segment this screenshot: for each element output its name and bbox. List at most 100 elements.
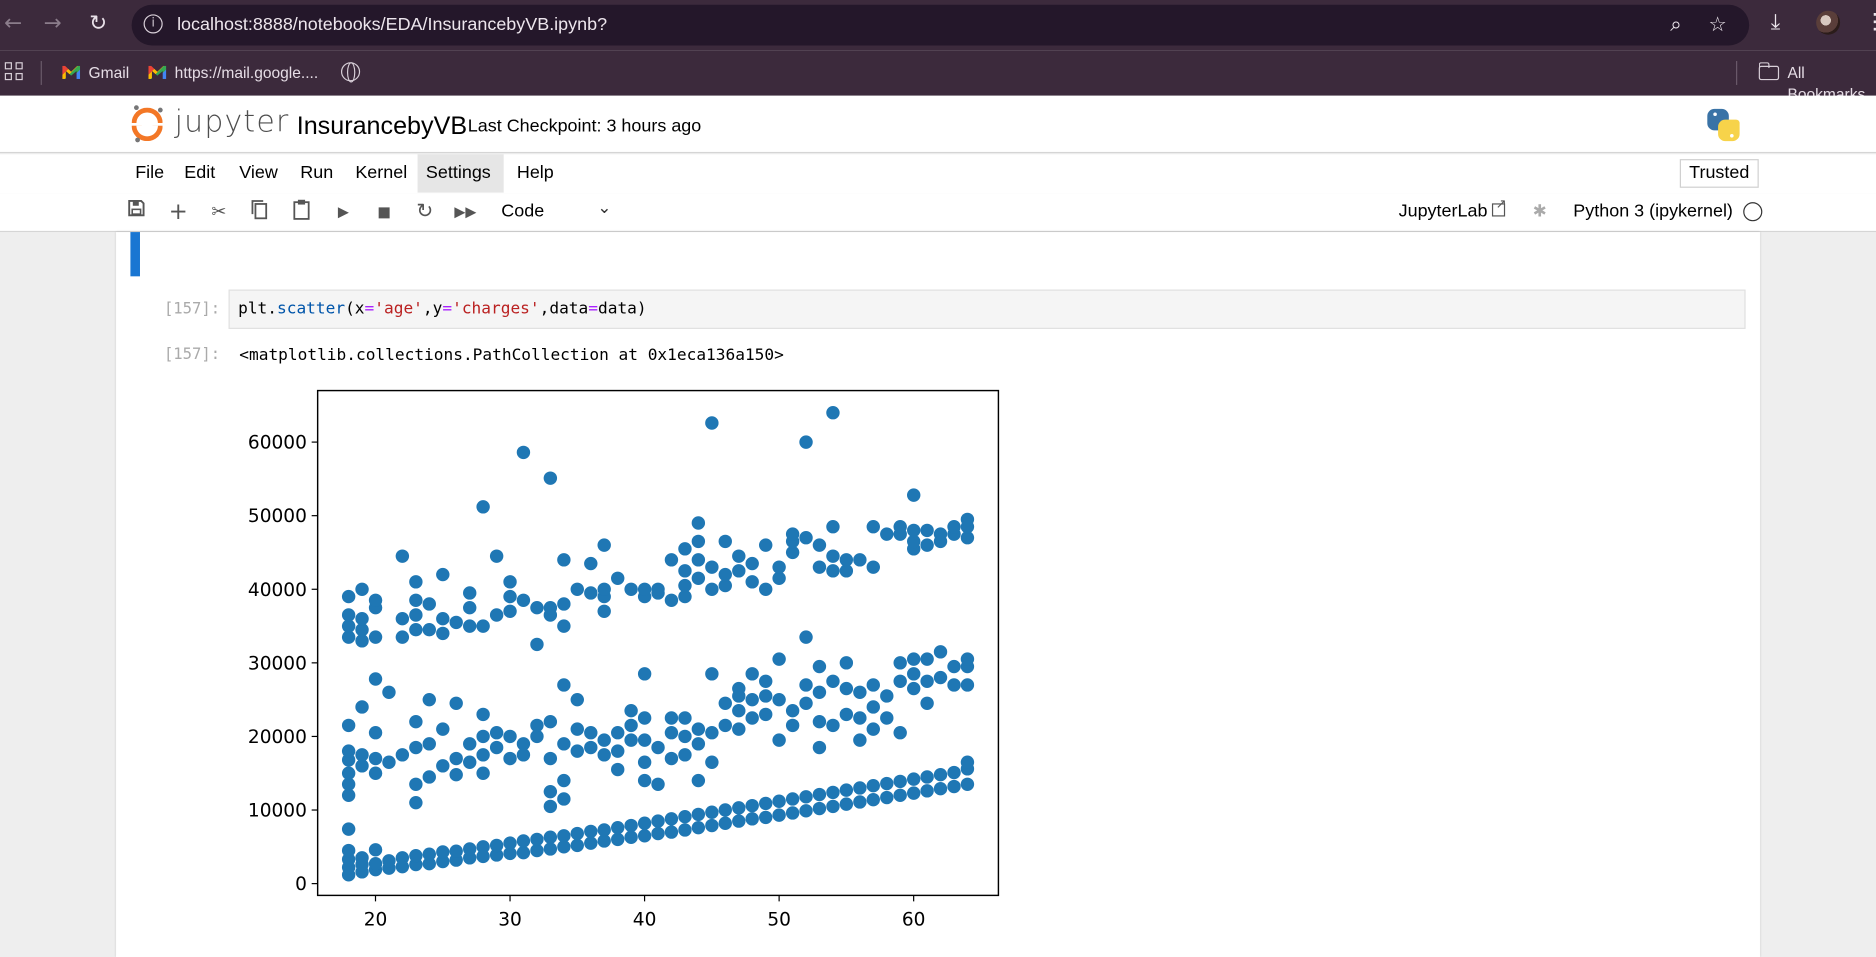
cell-type-select[interactable]: Code ⌄	[501, 199, 611, 225]
jupyter-logo-icon[interactable]	[131, 105, 166, 143]
output-text: <matplotlib.collections.PathCollection a…	[239, 345, 784, 365]
reload-icon[interactable]: ↻	[89, 10, 108, 36]
menu-edit[interactable]: Edit	[184, 162, 216, 184]
scatter-point	[947, 779, 961, 794]
url-text[interactable]: localhost:8888/notebooks/EDA/Insuranceby…	[177, 14, 608, 35]
scatter-point	[759, 707, 773, 722]
scatter-point	[880, 689, 894, 703]
stop-icon[interactable]: ■	[377, 203, 391, 221]
bookmark-mail-google[interactable]: https://mail.google....	[148, 62, 319, 84]
bookmark-gmail[interactable]: Gmail	[62, 62, 130, 84]
scatter-point	[785, 527, 800, 541]
apps-grid-icon[interactable]	[4, 62, 24, 81]
code-cell-input[interactable]: plt.scatter(x='age',y='charges',data=dat…	[228, 289, 1746, 329]
scatter-point	[341, 788, 356, 802]
debugger-icon[interactable]: ✱	[1532, 202, 1547, 222]
avatar[interactable]	[1816, 10, 1841, 35]
scatter-point	[705, 560, 719, 574]
menu-kernel[interactable]: Kernel	[355, 162, 408, 184]
scatter-point	[409, 575, 423, 589]
jupyterlab-link[interactable]: JupyterLab	[1399, 196, 1507, 221]
y-tick-label: 30000	[248, 653, 307, 674]
scatter-point	[449, 696, 463, 710]
scatter-point	[772, 808, 786, 822]
scatter-point	[409, 714, 423, 729]
scatter-point	[799, 678, 813, 692]
address-bar[interactable]: i localhost:8888/notebooks/EDA/Insurance…	[131, 4, 1750, 46]
scatter-point	[543, 751, 558, 766]
scatter-point	[812, 787, 827, 802]
scatter-point	[651, 740, 665, 755]
input-prompt: [157]:	[163, 300, 221, 319]
notebook-title[interactable]: InsurancebyVB	[296, 112, 468, 140]
trusted-indicator[interactable]: Trusted	[1679, 159, 1759, 188]
scatter-point	[584, 740, 598, 755]
scatter-point	[584, 556, 598, 571]
scatter-point	[853, 685, 867, 699]
scatter-point	[476, 766, 490, 780]
scatter-point	[933, 670, 948, 685]
run-icon[interactable]: ▶	[337, 203, 349, 221]
bookmark-star-icon[interactable]: ☆	[1708, 13, 1727, 38]
scatter-point	[705, 805, 719, 819]
menu-settings[interactable]: Settings	[417, 154, 504, 193]
scatter-point	[584, 726, 598, 740]
scatter-point	[866, 560, 880, 574]
scatter-point	[503, 729, 517, 744]
scatter-point	[866, 520, 880, 534]
run-all-icon[interactable]: ▶▶	[454, 203, 477, 221]
scatter-point	[597, 604, 611, 618]
site-info-icon[interactable]: i	[143, 14, 163, 34]
cut-icon[interactable]: ✂	[211, 200, 227, 223]
scatter-point	[382, 854, 396, 868]
scatter-point	[557, 792, 571, 806]
scatter-point	[785, 792, 800, 806]
forward-icon[interactable]: →	[43, 10, 62, 36]
zoom-icon[interactable]: ⌕	[1670, 13, 1682, 38]
scatter-point	[489, 740, 504, 755]
paste-icon[interactable]	[288, 199, 314, 225]
scatter-point	[341, 619, 356, 633]
kernel-name[interactable]: Python 3 (ipykernel)	[1573, 200, 1733, 222]
menu-file[interactable]: File	[135, 162, 165, 184]
menu-help[interactable]: Help	[516, 162, 554, 184]
add-cell-icon[interactable]: +	[168, 198, 188, 225]
scatter-point	[436, 626, 450, 641]
scatter-point	[395, 630, 410, 644]
scatter-point	[826, 406, 840, 420]
scatter-point	[839, 797, 854, 811]
scatter-point	[543, 784, 558, 799]
scatter-point	[570, 692, 584, 707]
x-tick-label: 30	[498, 909, 522, 930]
scatter-point	[691, 722, 706, 736]
menu-view[interactable]: View	[239, 162, 278, 184]
scatter-point	[395, 612, 410, 626]
scatter-point	[893, 674, 907, 688]
scatter-point	[812, 659, 827, 674]
copy-icon[interactable]	[246, 199, 272, 225]
back-icon[interactable]: ←	[4, 10, 23, 36]
scatter-point	[785, 806, 800, 820]
scatter-point	[664, 825, 679, 839]
scatter-point	[503, 589, 517, 604]
scatter-point	[718, 718, 732, 733]
scatter-point	[489, 549, 504, 563]
scatter-point	[799, 696, 813, 710]
save-icon[interactable]	[123, 199, 149, 225]
restart-icon[interactable]: ↻	[416, 199, 434, 224]
scatter-point	[436, 567, 450, 582]
browser-menu-icon[interactable]: ⋮	[1864, 10, 1876, 35]
folder-icon[interactable]	[1758, 62, 1780, 81]
menu-run[interactable]: Run	[300, 162, 334, 184]
scatter-point	[476, 619, 490, 633]
globe-icon[interactable]	[340, 62, 361, 83]
scatter-point	[826, 520, 840, 534]
scatter-point	[853, 733, 867, 747]
scatter-point	[503, 575, 517, 589]
jupyter-wordmark[interactable]: jupyter	[174, 104, 290, 139]
download-icon[interactable]: ⤓	[1770, 9, 1781, 35]
scatter-point	[409, 795, 423, 810]
scatter-point	[503, 751, 517, 766]
scatter-point	[557, 840, 571, 854]
scatter-point	[705, 726, 719, 740]
